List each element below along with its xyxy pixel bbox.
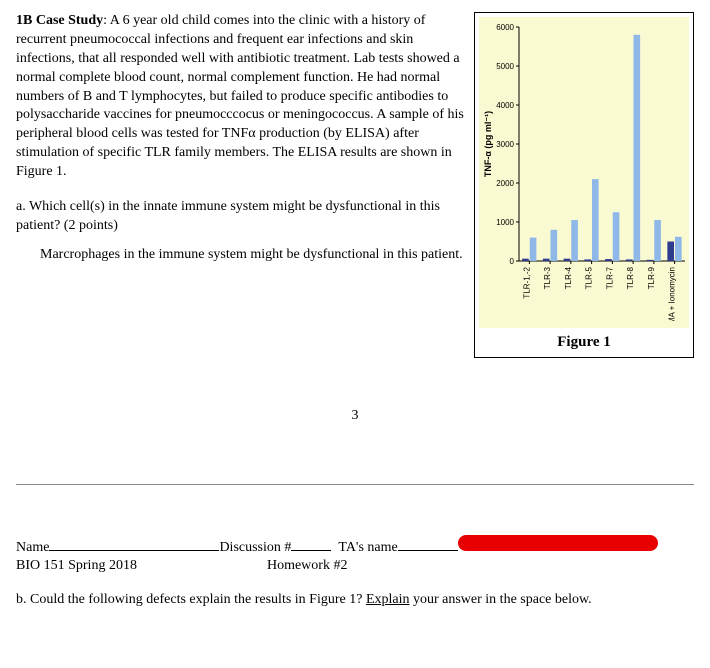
case-study-body: : A 6 year old child comes into the clin… xyxy=(16,13,464,179)
svg-text:TLR-5: TLR-5 xyxy=(585,266,594,289)
name-label: Name xyxy=(16,540,49,556)
chart-area: 0 1000 2000 3000 4000 5000 6000 TNF-α (pg ml⁻¹)… xyxy=(479,17,689,328)
svg-text:TLR-3: TLR-3 xyxy=(543,266,552,289)
case-study-heading: 1B Case Study xyxy=(16,13,103,28)
svg-text:6000: 6000 xyxy=(496,23,514,32)
discussion-blank[interactable] xyxy=(291,550,331,551)
question-b: b. Could the following defects explain t… xyxy=(16,592,694,608)
svg-text:3000: 3000 xyxy=(496,140,514,149)
name-blank[interactable] xyxy=(49,550,219,551)
question-b-suffix: your answer in the space below. xyxy=(409,592,591,607)
svg-text:2000: 2000 xyxy=(496,179,514,188)
figure-1: 0 1000 2000 3000 4000 5000 6000 TNF-α (pg ml⁻¹)… xyxy=(474,12,694,358)
svg-text:0: 0 xyxy=(510,257,515,266)
svg-text:TLR-9: TLR-9 xyxy=(647,266,656,289)
svg-text:5000: 5000 xyxy=(496,62,514,71)
discussion-label: Discussion # xyxy=(219,540,291,556)
ta-blank[interactable] xyxy=(398,550,458,551)
footer: Name Discussion # TA's name BIO 151 Spri… xyxy=(16,535,694,574)
question-a: a. Which cell(s) in the innate immune sy… xyxy=(16,198,464,236)
svg-text:TLR-4: TLR-4 xyxy=(564,266,573,289)
svg-text:TLR-7: TLR-7 xyxy=(605,266,614,289)
question-a-answer: Marcrophages in the immune system might … xyxy=(40,246,464,265)
svg-text:TLR-8: TLR-8 xyxy=(626,266,635,289)
page-number: 3 xyxy=(16,408,694,424)
case-study-text: 1B Case Study: A 6 year old child comes … xyxy=(16,12,464,182)
svg-text:TNF-α (pg ml⁻¹): TNF-α (pg ml⁻¹) xyxy=(483,111,493,177)
figure-caption: Figure 1 xyxy=(479,328,689,353)
redaction-mark xyxy=(458,535,658,551)
ta-label: TA's name xyxy=(338,540,397,556)
bar-chart: 0 1000 2000 3000 4000 5000 6000 TNF-α (pg ml⁻¹)… xyxy=(481,21,689,321)
svg-text:PMA + Ionomycin: PMA + Ionomycin xyxy=(668,267,677,321)
question-b-underlined: Explain xyxy=(366,592,410,607)
homework-label: Homework #2 xyxy=(267,558,348,574)
section-divider xyxy=(16,484,694,485)
question-b-prefix: b. Could the following defects explain t… xyxy=(16,592,366,607)
svg-text:1000: 1000 xyxy=(496,218,514,227)
svg-text:4000: 4000 xyxy=(496,101,514,110)
course-label: BIO 151 Spring 2018 xyxy=(16,558,137,574)
svg-text:TLR-1,-2: TLR-1,-2 xyxy=(522,266,531,298)
